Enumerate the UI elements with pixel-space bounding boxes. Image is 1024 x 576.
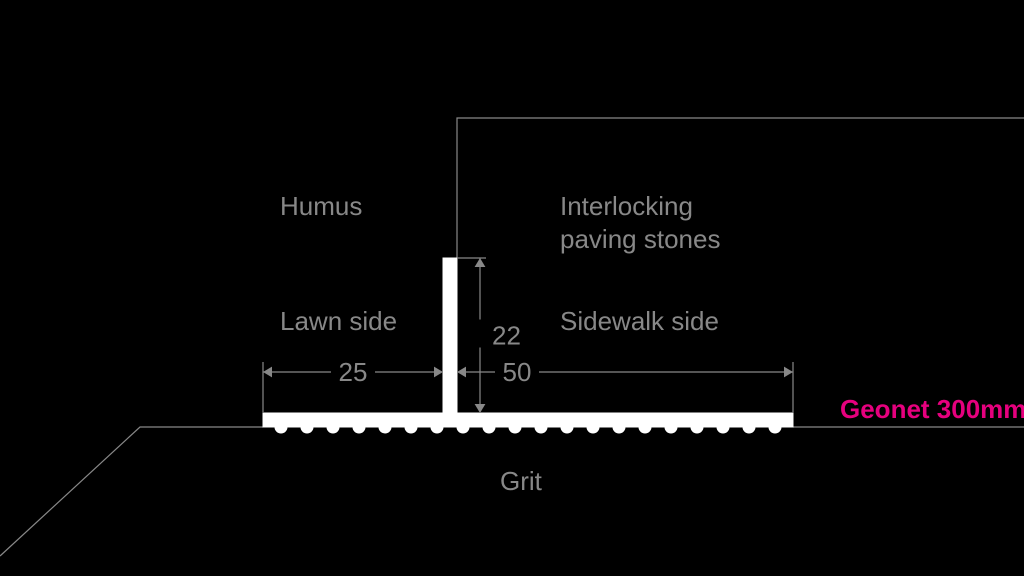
label-geonet: Geonet 300mm	[840, 394, 1024, 424]
label-grit: Grit	[500, 466, 543, 496]
arrowhead	[434, 367, 443, 378]
dim-22: 22	[492, 321, 521, 351]
arrowhead	[457, 367, 466, 378]
label-humus: Humus	[280, 191, 362, 221]
label-interlocking: Interlocking	[560, 191, 693, 221]
arrowhead	[475, 258, 486, 267]
label-sidewalk-side: Sidewalk side	[560, 306, 719, 336]
reference-line-upper	[457, 118, 1024, 258]
dim-25: 25	[339, 357, 368, 387]
label-lawn-side: Lawn side	[280, 306, 397, 336]
dim-50: 50	[503, 357, 532, 387]
label-paving-stones: paving stones	[560, 224, 720, 254]
ground-line-left	[0, 427, 263, 556]
arrowhead	[784, 367, 793, 378]
arrowhead	[475, 404, 486, 413]
arrowhead	[263, 367, 272, 378]
t-profile-shape	[263, 258, 793, 433]
cross-section-diagram: Humus Interlockingpaving stones Lawn side S…	[0, 0, 1024, 576]
